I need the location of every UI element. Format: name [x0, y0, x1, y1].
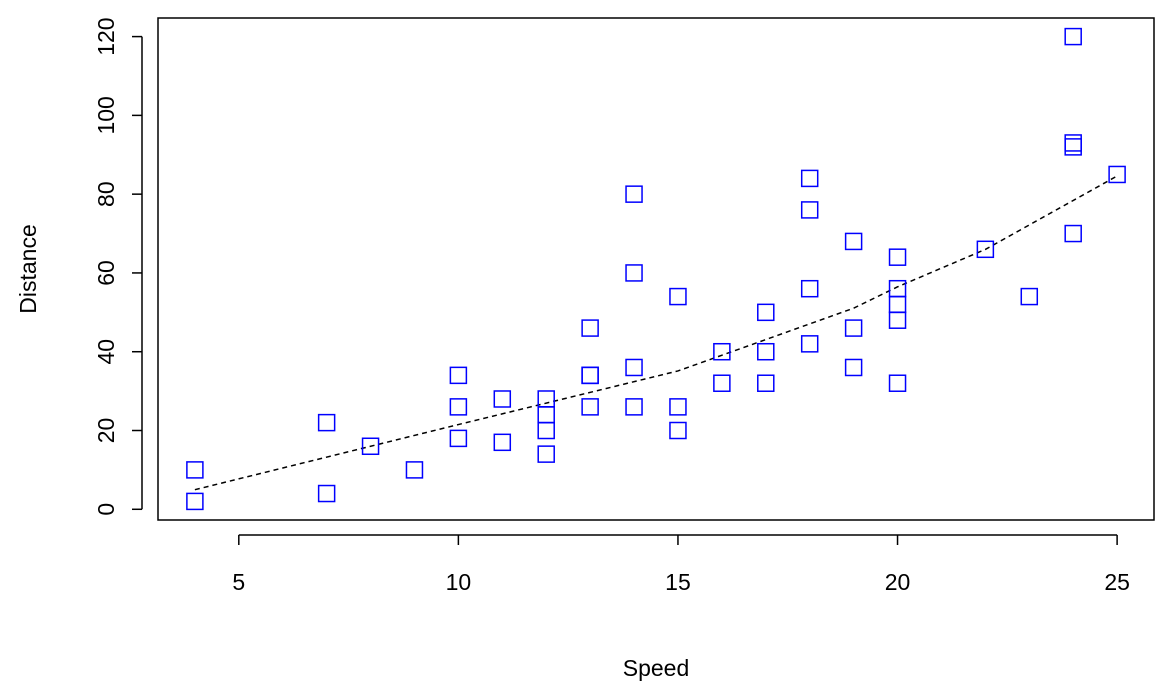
- data-point: [317, 484, 336, 503]
- data-point: [1108, 165, 1126, 184]
- data-point: [844, 232, 863, 251]
- data-point: [493, 433, 512, 452]
- data-point: [888, 311, 907, 329]
- data-point: [976, 240, 995, 259]
- data-point: [757, 342, 775, 361]
- y-axis: 0 20 40 60 80 100 120: [93, 17, 143, 516]
- data-points: [186, 27, 1126, 511]
- data-point: [537, 405, 555, 424]
- y-tick-label: 100: [93, 96, 119, 134]
- data-point: [537, 445, 555, 463]
- data-point: [1020, 287, 1039, 306]
- trend-line: [194, 175, 1118, 491]
- data-point: [449, 429, 468, 448]
- data-point: [449, 366, 468, 385]
- x-tick-label: 25: [1104, 569, 1130, 595]
- data-point: [1064, 27, 1082, 46]
- data-point: [581, 319, 599, 337]
- data-point: [669, 398, 687, 416]
- y-tick-label: 0: [93, 503, 119, 516]
- x-tick-label: 20: [885, 569, 911, 595]
- data-point: [1064, 224, 1082, 243]
- data-point: [713, 374, 731, 392]
- x-tick-label: 5: [232, 569, 245, 595]
- data-point: [186, 461, 204, 479]
- data-point: [361, 437, 380, 456]
- y-axis-title: Distance: [15, 224, 41, 313]
- data-point: [888, 295, 907, 314]
- data-point: [186, 492, 204, 511]
- x-axis: 5 10 15 20 25: [232, 534, 1130, 595]
- data-point: [449, 398, 468, 416]
- plot-frame: [157, 17, 1155, 521]
- x-axis-title: Speed: [623, 655, 690, 681]
- y-tick-label: 80: [93, 181, 119, 207]
- data-point: [844, 319, 863, 337]
- trend-line-group: [194, 175, 1118, 491]
- data-point: [537, 390, 555, 408]
- y-tick-label: 20: [93, 418, 119, 444]
- data-point: [405, 461, 424, 479]
- data-point: [1064, 138, 1082, 156]
- data-point: [669, 287, 687, 306]
- y-tick-label: 40: [93, 339, 119, 365]
- data-point: [757, 374, 775, 392]
- x-tick-label: 10: [446, 569, 472, 595]
- y-tick-label: 60: [93, 260, 119, 286]
- data-point: [581, 366, 599, 385]
- data-point: [888, 374, 907, 392]
- data-point: [625, 185, 643, 203]
- data-point: [888, 279, 907, 298]
- data-point: [1064, 134, 1082, 152]
- data-point: [800, 279, 819, 298]
- data-point: [625, 398, 643, 416]
- data-point: [800, 335, 819, 353]
- data-point: [317, 413, 336, 432]
- data-point: [888, 248, 907, 266]
- data-point: [581, 366, 599, 385]
- data-point: [713, 342, 731, 361]
- data-point: [625, 264, 643, 282]
- data-point: [800, 169, 819, 188]
- data-point: [800, 201, 819, 219]
- y-tick-label: 120: [93, 17, 119, 55]
- data-point: [669, 421, 687, 440]
- data-point: [581, 398, 599, 416]
- data-point: [757, 303, 775, 322]
- data-point: [625, 358, 643, 377]
- data-point: [537, 421, 555, 440]
- data-point: [493, 390, 512, 408]
- x-tick-label: 15: [665, 569, 691, 595]
- data-point: [844, 358, 863, 377]
